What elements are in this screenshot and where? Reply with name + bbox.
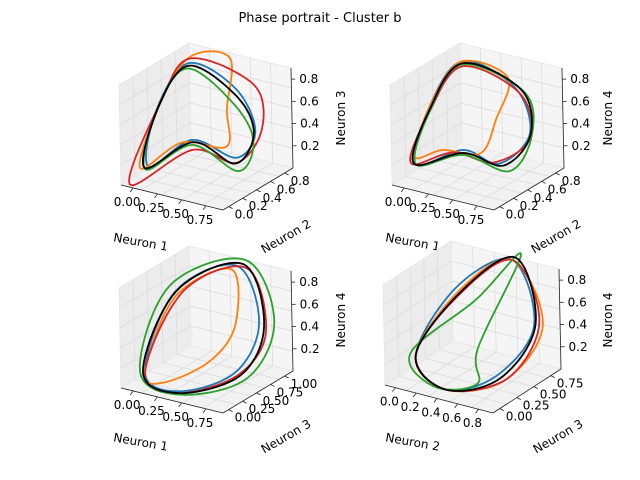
x-axis-label: Neuron 1 [112,230,169,253]
y-tick-label: 0.00 [506,410,533,424]
x-tick-label: 0.8 [463,416,482,430]
trajectory-line [408,252,522,391]
y-tick-label: 0.4 [263,191,282,205]
x-tick-label: 0.25 [409,201,436,215]
x-tick-label: 0.75 [187,416,214,430]
subplot-neuron2-neuron3-neuron4: 0.0 0.2 0.4 0.6 0.8 0.000.250.500.750.20.40.6… [380,240,615,457]
z-tick-label: 0.8 [570,72,589,86]
z-axis-label: Neuron 4 [601,90,615,145]
x-tick-label: 0.50 [162,207,189,221]
y-axis-line [222,167,294,211]
z-tick-label: 0.4 [568,318,587,332]
trajectory-line [143,267,240,385]
x-tick-label: 0.50 [433,207,460,221]
z-tick-label: 0.8 [299,72,318,86]
trajectory-line [138,257,276,396]
trajectory-line [411,62,533,167]
y-tick-label: 0.8 [562,174,581,188]
z-axis-line [558,268,562,370]
y-tick-label: 0.6 [548,182,567,196]
z-axis-line [290,270,294,372]
y-tick-label: 0.50 [263,394,290,408]
y-axis-line [493,167,565,211]
y-axis-label: Neuron 2 [259,217,314,257]
subplot-neuron1-neuron3-neuron4: 0.000.250.500.75 0.000.250.500.751.000.20… [112,245,348,457]
z-tick-label: 0.6 [571,94,590,108]
y-axis-label: Neuron 3 [531,417,586,457]
y-tick-label: 0.2 [520,199,539,213]
y-axis-label: Neuron 2 [529,217,584,257]
x-tick-label: 0.00 [114,195,141,209]
x-tick-label: 0.25 [138,201,165,215]
y-tick-label: 0.25 [249,402,276,416]
trajectory-line [414,255,537,392]
x-axis-label: Neuron 1 [384,230,441,253]
z-tick-label: 0.6 [300,297,319,311]
x-tick-label: 0.00 [385,195,412,209]
y-tick-label: 0.75 [557,377,584,391]
z-tick-label: 0.2 [301,139,320,153]
subplot-neuron1-neuron2-neuron4: 0.000.250.500.75 0.00.20.40.60.80.20.40.6… [384,42,615,257]
y-axis-line [492,368,562,414]
z-tick-label: 0.8 [299,275,318,289]
y-tick-label: 0.8 [291,174,310,188]
z-axis-label: Neuron 3 [334,90,348,145]
z-axis-line [561,67,565,169]
y-tick-label: 0.50 [540,388,567,402]
y-tick-label: 0.4 [534,191,553,205]
z-tick-label: 0.4 [571,117,590,131]
z-tick-label: 0.2 [569,340,588,354]
x-tick-label: 0.25 [138,404,165,418]
x-tick-label: 0.50 [162,410,189,424]
y-tick-label: 0.75 [277,385,304,399]
z-axis-label: Neuron 4 [601,292,615,347]
y-tick-label: 0.00 [235,411,262,425]
z-tick-label: 0.4 [300,117,319,131]
x-tick-label: 0.6 [442,411,461,425]
x-axis-line [384,384,494,414]
x-tick-label: 0.4 [421,405,440,419]
y-tick-label: 0.0 [235,208,254,222]
x-tick-label: 0.00 [114,398,141,412]
y-axis-line [222,370,294,414]
x-tick-label: 0.75 [458,213,485,227]
y-tick-label: 1.00 [291,377,318,391]
y-tick-label: 0.6 [277,182,296,196]
y-tick-label: 0.2 [249,199,268,213]
y-axis-label: Neuron 3 [259,417,314,457]
z-axis-label: Neuron 4 [334,292,348,347]
z-tick-label: 0.6 [300,94,319,108]
z-tick-label: 0.4 [300,320,319,334]
x-axis-label: Neuron 1 [112,430,169,453]
y-tick-label: 0.0 [506,208,525,222]
x-tick-label: 0.75 [187,213,214,227]
y-tick-label: 0.25 [523,399,550,413]
z-tick-label: 0.2 [572,139,591,153]
x-tick-label: 0.0 [380,395,399,409]
z-axis-line [290,67,294,169]
trajectory-line [413,63,535,173]
z-tick-label: 0.2 [301,342,320,356]
x-tick-label: 0.2 [401,400,420,414]
trajectory-line [142,261,265,394]
subplot-neuron1-neuron2-neuron3: 0.000.250.500.75 0.00.20.40.60.80.20.40.6… [112,42,348,257]
trajectory-line [142,64,255,170]
z-tick-label: 0.6 [568,295,587,309]
figure-title: Phase portrait - Cluster b [238,11,401,26]
x-axis-label: Neuron 2 [384,430,441,453]
z-tick-label: 0.8 [567,273,586,287]
